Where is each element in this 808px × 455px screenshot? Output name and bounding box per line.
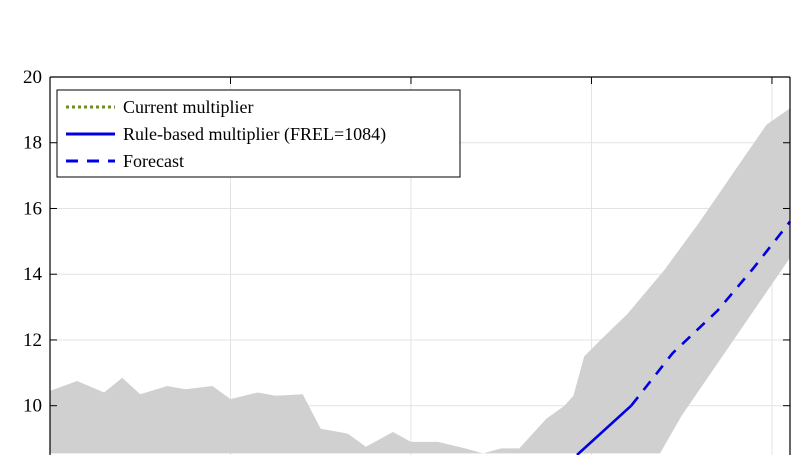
series-line-rule-based [576, 404, 633, 455]
y-tick-label-10: 10 [23, 396, 42, 417]
confidence-band [50, 108, 790, 454]
legend-label-0: Current multiplier [123, 97, 253, 117]
series-group [576, 220, 792, 455]
legend-label-2: Forecast [123, 151, 184, 171]
y-tick-label-14: 14 [23, 264, 43, 285]
band-area [50, 108, 790, 454]
legend: Current multiplier Rule-based multiplier … [56, 89, 461, 178]
legend-label-1: Rule-based multiplier (FREL=1084) [123, 124, 386, 145]
legend-box [56, 89, 461, 178]
y-tick-label-12: 12 [23, 330, 42, 351]
y-tick-labels: 10 12 14 16 18 20 [23, 67, 43, 417]
axes [49, 76, 791, 455]
y-tick-label-16: 16 [23, 198, 42, 219]
series-line-forecast [630, 220, 792, 407]
y-tick-label-20: 20 [23, 67, 42, 88]
y-tick-label-18: 18 [23, 133, 42, 154]
